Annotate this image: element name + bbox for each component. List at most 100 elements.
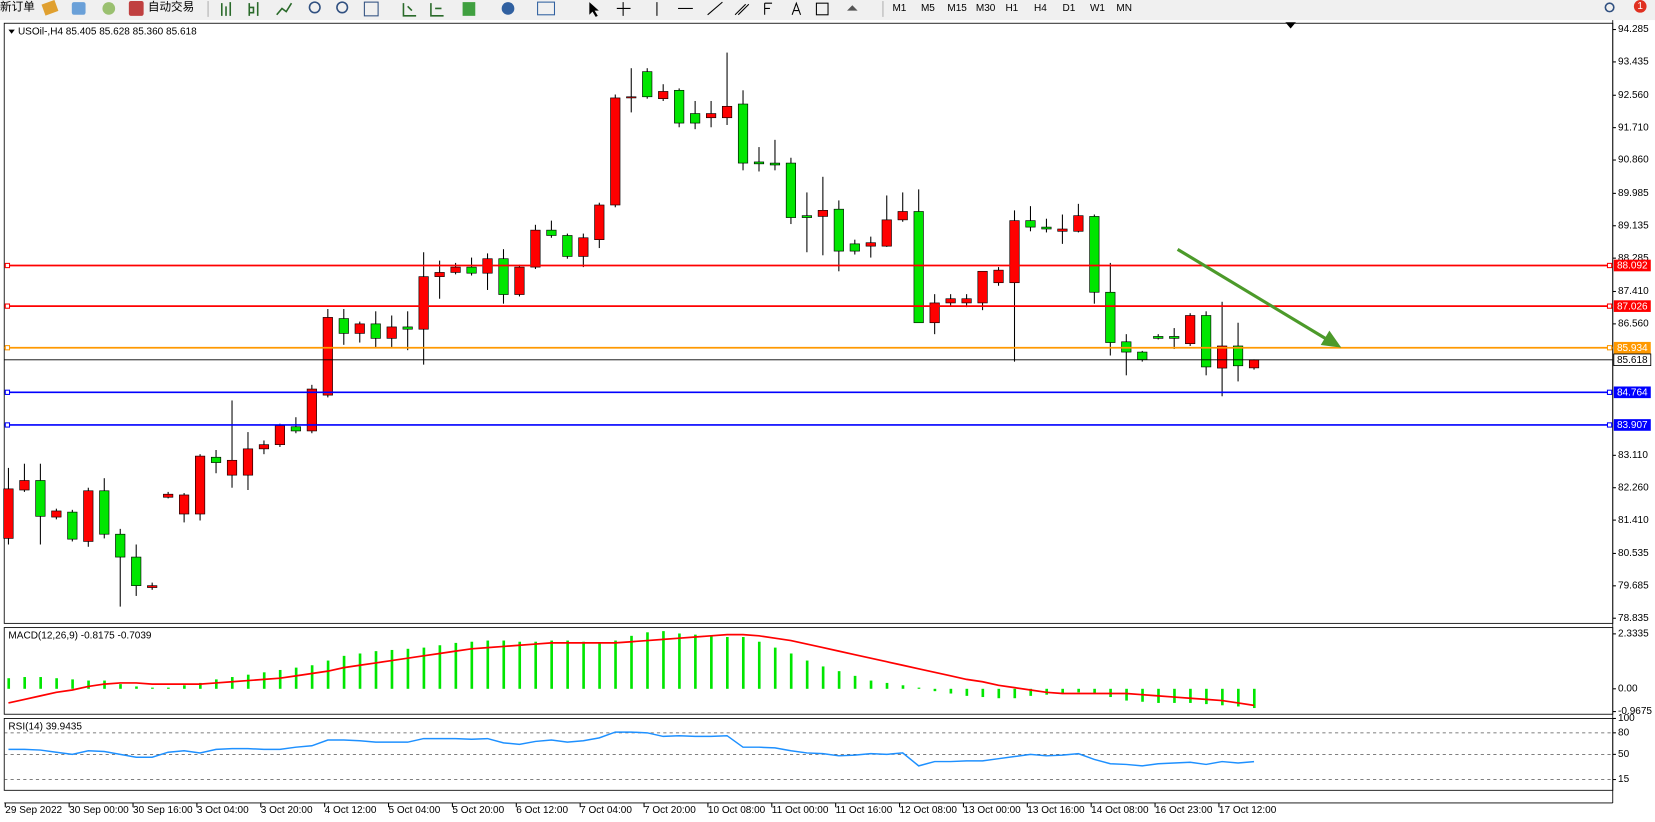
timeframe-button[interactable]: M30: [976, 3, 996, 14]
macd-bar: [55, 678, 58, 689]
candle-body: [370, 323, 381, 339]
icon[interactable]: [71, 2, 86, 15]
auto-trading-icon[interactable]: [128, 1, 144, 16]
autoscroll[interactable]: [402, 3, 417, 17]
macd-bar: [678, 633, 681, 689]
candle-body: [1089, 216, 1100, 293]
timeframe-button[interactable]: H1: [1005, 3, 1018, 14]
tile-windows[interactable]: [363, 1, 379, 17]
macd-bar: [1013, 688, 1017, 699]
macd-bar: [246, 674, 250, 689]
y-tick-label: 92.560: [1618, 90, 1649, 101]
candle-body: [514, 266, 525, 295]
macd-bar: [310, 665, 314, 689]
timeframe-button[interactable]: M1: [892, 3, 906, 14]
arrow-shaft: [1176, 247, 1328, 341]
x-tick-label: 13 Oct 16:00: [1027, 805, 1085, 816]
macd-bar: [694, 634, 697, 689]
channel-tool[interactable]: [734, 3, 750, 16]
x-tick-label: 29 Sep 2022: [5, 805, 62, 816]
arrow-head: [1320, 330, 1342, 348]
y-tick-label: 15: [1618, 774, 1630, 785]
macd-bar: [710, 635, 713, 689]
y-tick-label: 89.985: [1618, 188, 1649, 199]
search-icon[interactable]: [1604, 2, 1615, 13]
y-tick-label: 80: [1618, 727, 1630, 738]
level-price-box: [1613, 419, 1651, 431]
y-tick-label: 81.410: [1618, 515, 1649, 526]
periods[interactable]: [501, 2, 515, 15]
candle-body: [817, 210, 828, 217]
macd-bar: [1029, 688, 1033, 696]
timeframe-button[interactable]: H4: [1034, 3, 1047, 14]
level-handle: [4, 303, 11, 309]
icon[interactable]: [41, 0, 59, 16]
auto-trading-button[interactable]: 自动交易: [148, 0, 194, 13]
macd-bar: [87, 680, 90, 689]
x-tick-label: 11 Oct 00:00: [772, 805, 829, 816]
macd-bar: [582, 641, 585, 689]
candle-body: [578, 237, 589, 257]
toolbar: 新订单 自动交易 M1 M5 M15 M30 H1 H4 D1 W1 MN 1: [0, 0, 1655, 20]
candle-body: [1217, 345, 1228, 369]
macd-bar: [853, 675, 857, 689]
macd-bar: [454, 642, 458, 689]
timeframe-button[interactable]: M15: [947, 3, 967, 14]
candle-body: [594, 204, 605, 240]
candle-body: [290, 426, 301, 432]
candle-body: [1025, 220, 1036, 228]
zoom-out[interactable]: [336, 1, 349, 14]
macd-bar: [997, 688, 1001, 699]
chart-shift[interactable]: [430, 3, 444, 17]
macd-bar: [757, 641, 761, 689]
text-tool[interactable]: [791, 1, 802, 15]
candle-body: [1248, 359, 1260, 369]
line-chart-tool[interactable]: [276, 2, 293, 16]
timeframe-button[interactable]: M5: [921, 3, 935, 14]
candle-body: [226, 459, 238, 476]
candle-body: [1009, 220, 1020, 284]
macd-bar: [390, 649, 394, 689]
y-tick-label: 86.560: [1618, 319, 1649, 330]
candle-body: [706, 113, 717, 119]
x-tick-label: 11 Oct 16:00: [836, 805, 893, 816]
candle-tool[interactable]: [248, 2, 259, 16]
templates[interactable]: [537, 1, 556, 16]
timeframe-bar: M1 M5 M15 M30 H1 H4 D1 W1 MN: [892, 3, 1131, 14]
level-handle: [4, 389, 11, 395]
macd-bar: [1221, 688, 1224, 706]
y-tick-label: 90.860: [1618, 155, 1649, 166]
cursor-tool[interactable]: [589, 2, 599, 17]
candle-body: [753, 161, 765, 165]
crosshair-tool[interactable]: [616, 2, 631, 16]
macd-bar: [1237, 688, 1240, 707]
new-order-button[interactable]: 新订单: [0, 0, 35, 13]
candle-body: [674, 89, 685, 124]
trendline-tool[interactable]: [707, 1, 723, 16]
y-tick-label: 91.710: [1618, 122, 1649, 133]
candle-body: [67, 511, 78, 540]
level-price-label: 88.092: [1617, 261, 1648, 272]
candle-body: [147, 585, 158, 588]
macd-bar: [39, 677, 42, 689]
chart-tools: [221, 2, 293, 16]
zoom-in[interactable]: [308, 1, 321, 14]
macd-bar: [151, 687, 154, 689]
candle-body: [865, 242, 876, 247]
icon[interactable]: [102, 2, 116, 15]
macd-bar: [741, 637, 745, 689]
timeframe-button[interactable]: MN: [1116, 3, 1132, 14]
macd-bar: [7, 678, 11, 689]
fibo-tool[interactable]: [764, 2, 773, 15]
arrows-tool[interactable]: [847, 5, 858, 11]
y-tick-label: 79.685: [1618, 580, 1649, 591]
timeframe-button[interactable]: W1: [1090, 3, 1105, 14]
macd-bar: [869, 680, 873, 689]
macd-bar: [1252, 688, 1256, 709]
alert-badge: [1633, 0, 1647, 13]
candle-body: [51, 510, 62, 518]
indicators[interactable]: [462, 2, 476, 16]
label-tool[interactable]: [815, 2, 829, 16]
timeframe-button[interactable]: D1: [1062, 3, 1075, 14]
bar-chart-tool[interactable]: [221, 2, 232, 16]
